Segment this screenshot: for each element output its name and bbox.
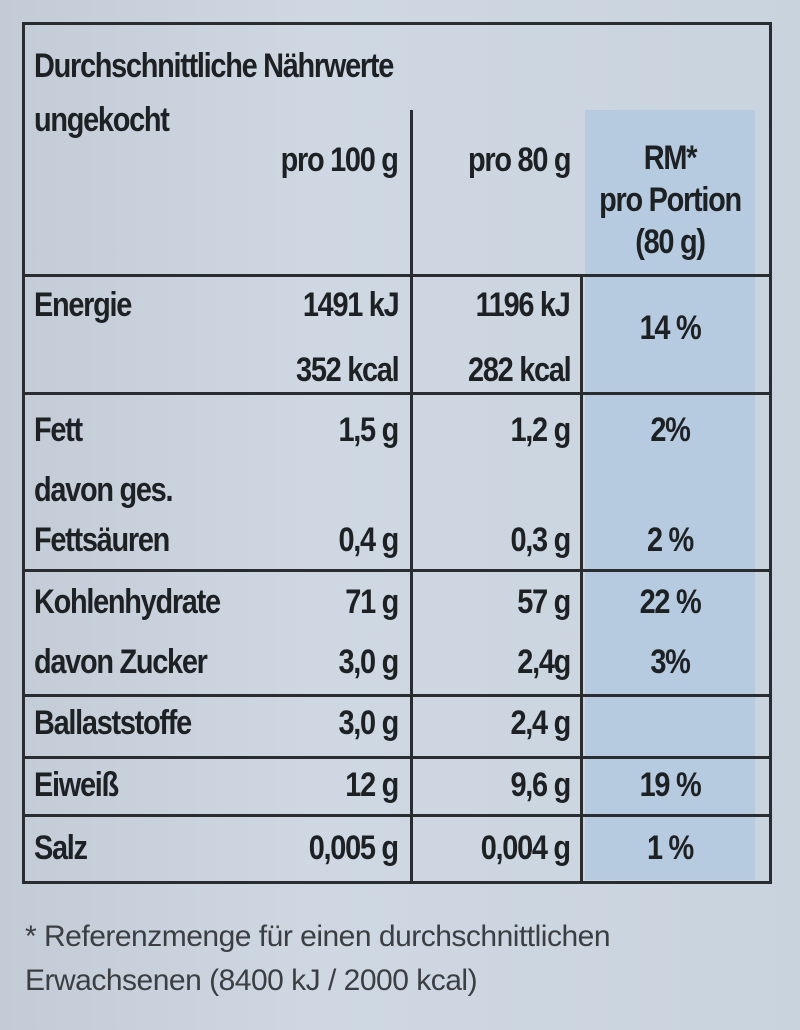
salz-100g: 0,005 g	[308, 829, 399, 867]
nutrition-table	[22, 22, 772, 884]
row-label-zucker: davon Zucker	[34, 643, 208, 681]
fettsaeuren-100g: 0,4 g	[338, 521, 400, 559]
col-header-rm: RM*	[643, 139, 698, 177]
ballaststoffe-80g: 2,4 g	[510, 704, 572, 742]
eiweiss-rm: 19 %	[639, 766, 702, 804]
energie-100g-kj: 1491 kJ	[302, 286, 399, 324]
row-divider	[22, 274, 772, 277]
row-label-ballaststoffe: Ballaststoffe	[34, 704, 192, 742]
zucker-100g: 3,0 g	[338, 643, 400, 681]
zucker-rm: 3%	[650, 643, 690, 681]
zucker-80g: 2,4g	[517, 643, 571, 681]
fett-100g: 1,5 g	[338, 411, 400, 449]
energie-100g-kcal: 352 kcal	[295, 351, 400, 389]
row-label-fett: Fett	[34, 411, 83, 449]
ballaststoffe-100g: 3,0 g	[338, 704, 400, 742]
fettsaeuren-rm: 2 %	[647, 521, 694, 559]
row-label-fettsaeuren: Fettsäuren	[34, 521, 170, 559]
row-label-energie: Energie	[34, 286, 132, 324]
col-header-100g: pro 100 g	[280, 141, 399, 179]
row-label-salz: Salz	[34, 829, 88, 867]
col-header-rm-size: (80 g)	[635, 223, 706, 261]
row-label-kohlenhydrate: Kohlenhydrate	[34, 583, 221, 621]
footnote-line2: Erwachsenen (8400 kJ / 2000 kcal)	[25, 964, 478, 997]
salz-rm: 1 %	[647, 829, 694, 867]
rm-column-shading	[585, 110, 755, 880]
energie-80g-kj: 1196 kJ	[476, 286, 571, 324]
fettsaeuren-80g: 0,3 g	[510, 521, 572, 559]
eiweiss-80g: 9,6 g	[510, 766, 572, 804]
row-label-davon-ges: davon ges.	[34, 471, 173, 509]
fett-rm: 2%	[650, 411, 690, 449]
energie-rm: 14 %	[639, 309, 702, 347]
kohlenhydrate-80g: 57 g	[517, 583, 571, 621]
fett-80g: 1,2 g	[510, 411, 572, 449]
table-subtitle: ungekocht	[34, 101, 170, 139]
energie-80g-kcal: 282 kcal	[467, 351, 572, 389]
row-divider	[22, 569, 772, 572]
table-title: Durchschnittliche Nährwerte	[34, 47, 394, 85]
row-label-eiweiss: Eiweiß	[34, 766, 119, 804]
column-divider	[410, 110, 413, 884]
kohlenhydrate-rm: 22 %	[639, 583, 702, 621]
col-header-80g: pro 80 g	[467, 141, 571, 179]
kohlenhydrate-100g: 71 g	[345, 583, 399, 621]
row-divider	[22, 756, 772, 759]
row-divider	[22, 814, 772, 817]
ballaststoffe-rm	[598, 703, 743, 743]
col-header-rm-portion: pro Portion	[599, 181, 742, 219]
eiweiss-100g: 12 g	[345, 766, 399, 804]
footnote-line1: * Referenzmenge für einen durchschnittli…	[25, 920, 611, 953]
salz-80g: 0,004 g	[480, 829, 571, 867]
row-divider	[22, 392, 772, 395]
row-divider	[22, 694, 772, 697]
column-divider	[580, 275, 583, 884]
